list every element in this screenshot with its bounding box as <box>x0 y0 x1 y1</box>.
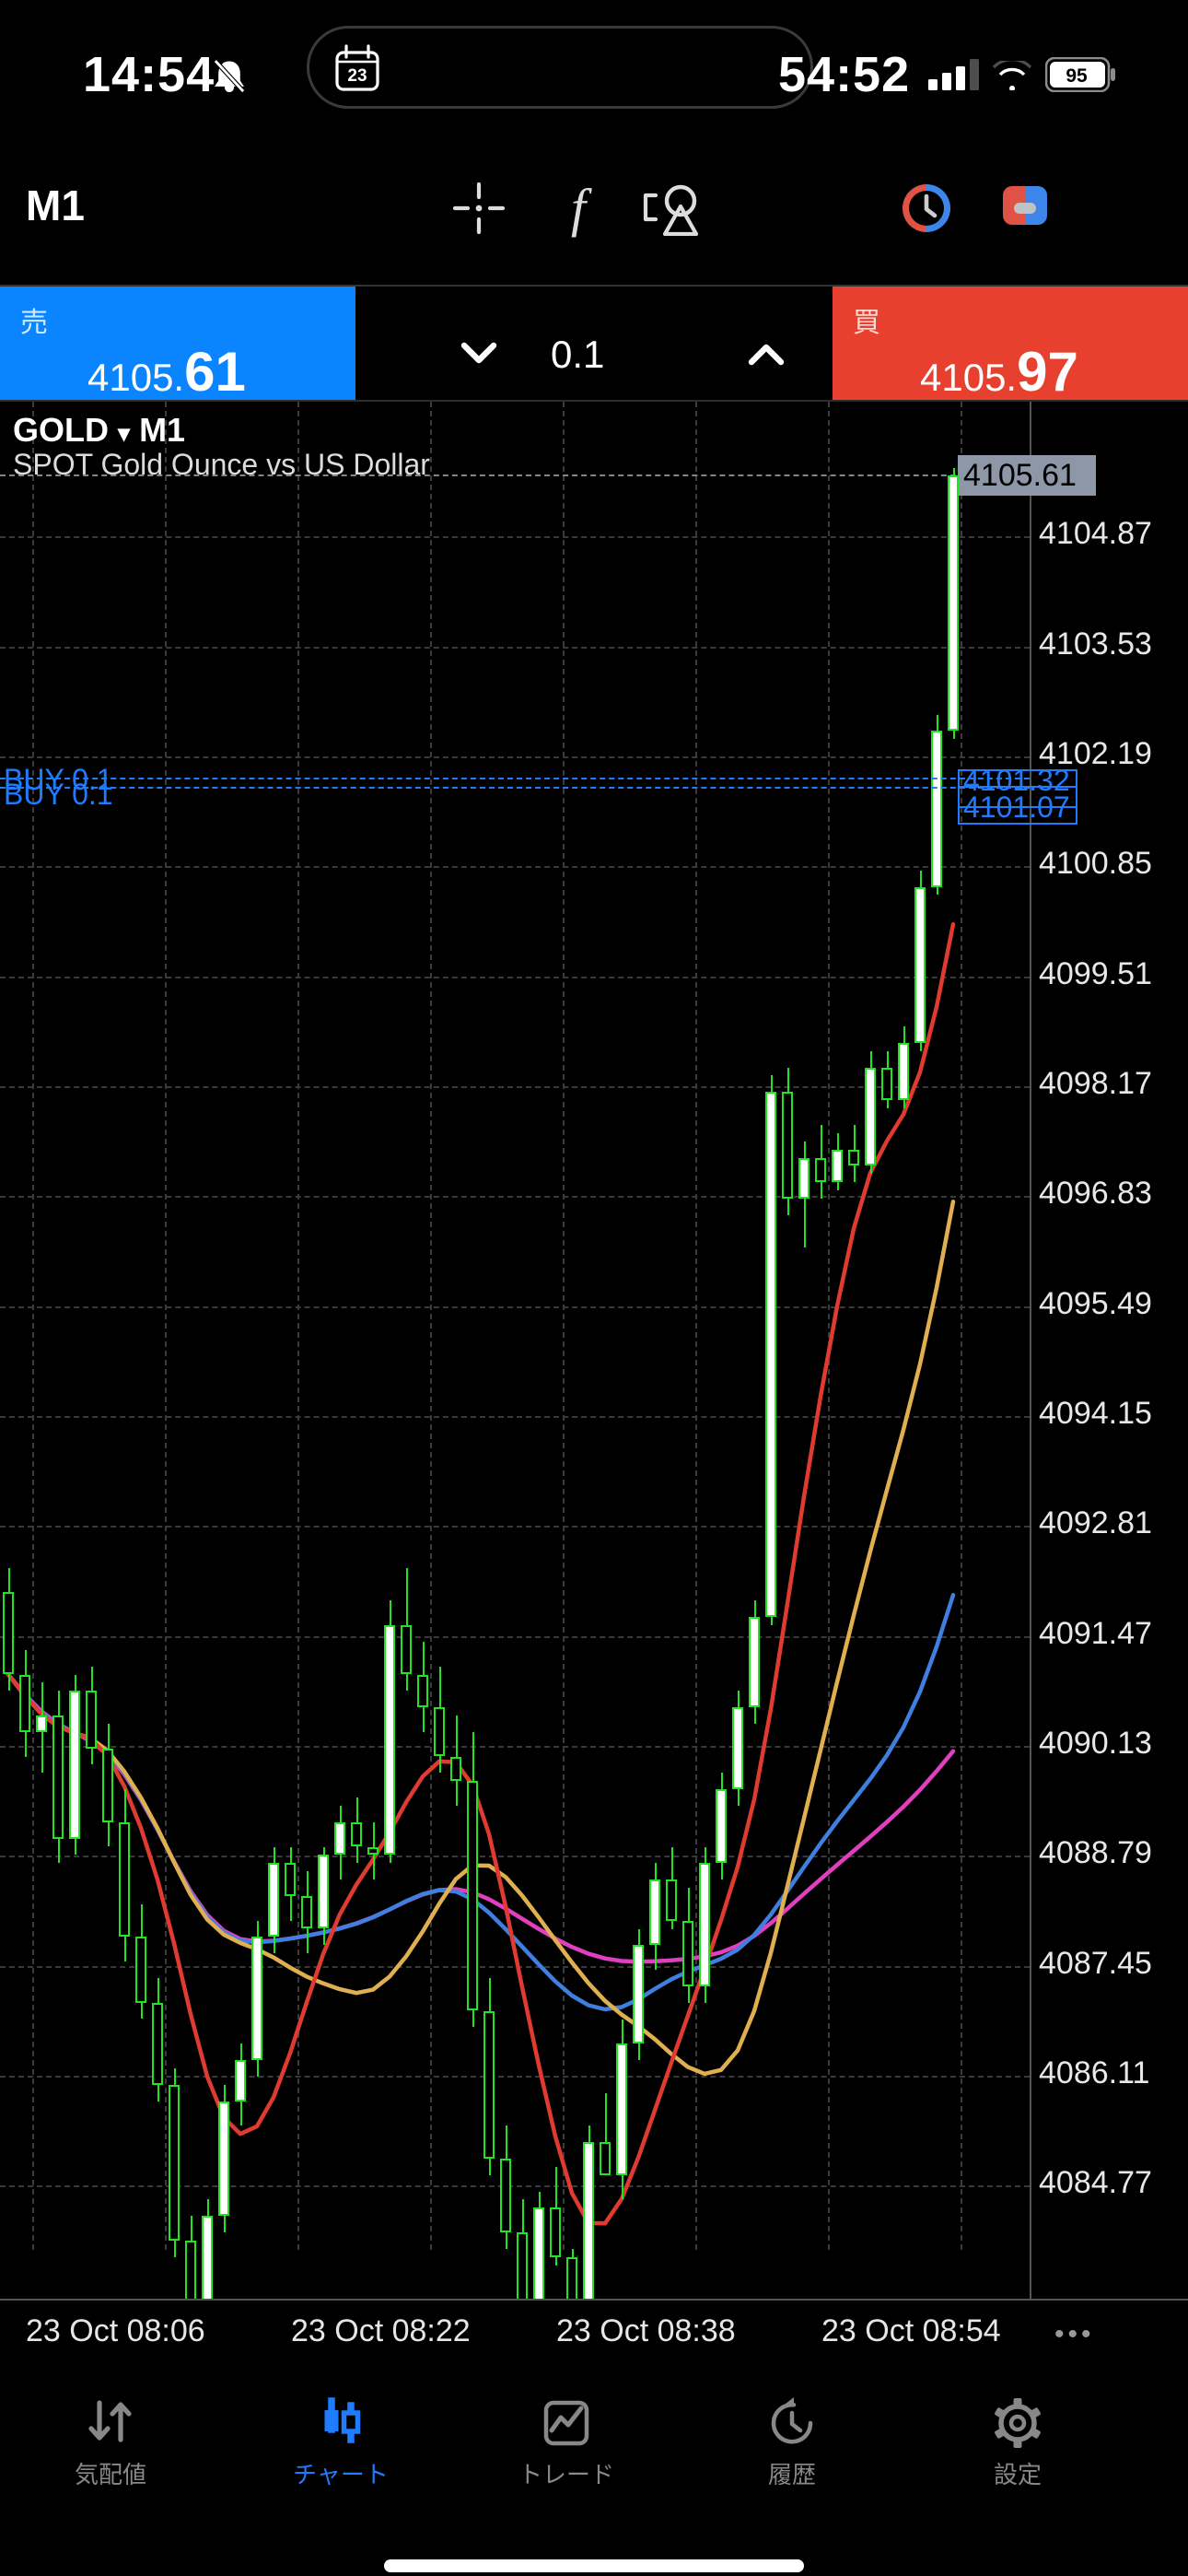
svg-text:95: 95 <box>1066 65 1088 87</box>
svg-text:23: 23 <box>347 66 367 86</box>
